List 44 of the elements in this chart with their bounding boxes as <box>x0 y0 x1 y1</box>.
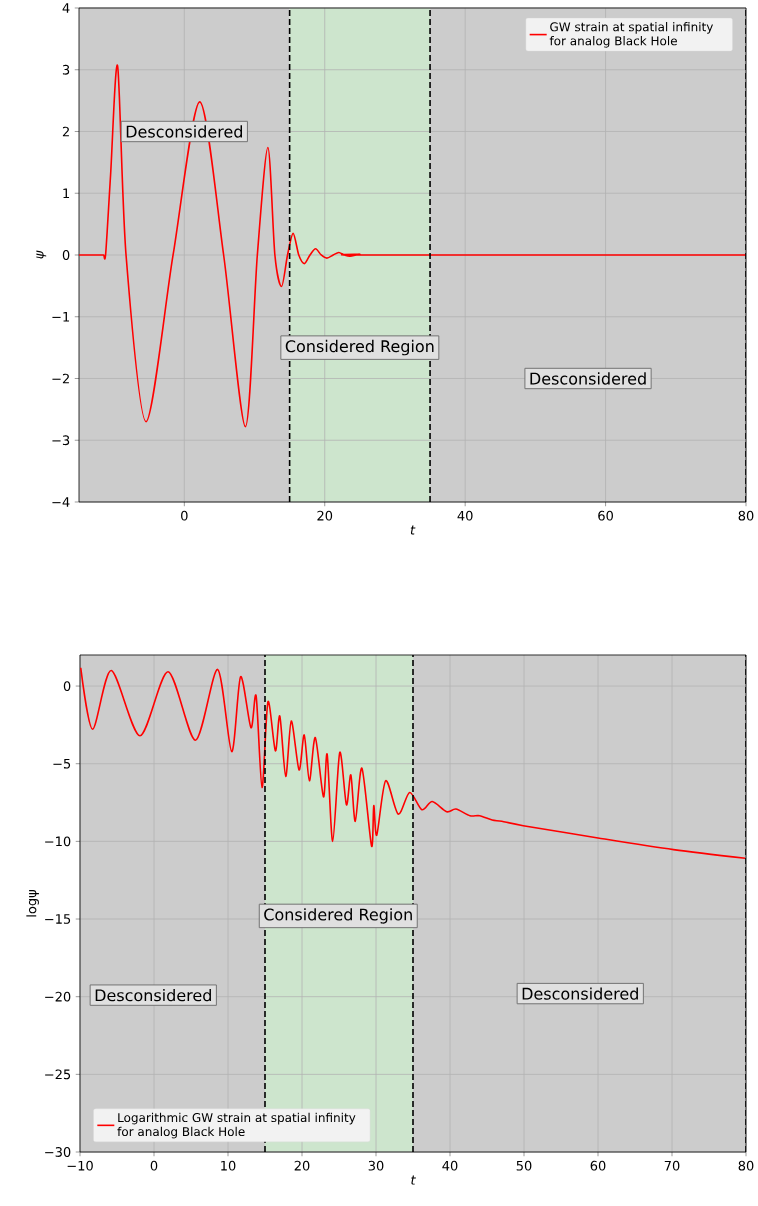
x-tick-label: 20 <box>294 1160 310 1171</box>
band-label: Desconsidered <box>95 988 211 1002</box>
y-tick-label: 0 <box>62 250 70 260</box>
y-tick-label: 3 <box>62 64 70 75</box>
y-axis-title: logψ <box>26 890 39 917</box>
y-tick-label: −5 <box>53 758 71 769</box>
x-tick-label: 40 <box>442 1160 458 1171</box>
x-tick-label: 0 <box>150 1160 158 1171</box>
y-tick-label: 4 <box>62 3 70 13</box>
x-axis-title: t <box>410 525 416 535</box>
band-label: Considered Region <box>285 339 434 356</box>
band-label: Desconsidered <box>126 125 242 138</box>
y-tick-label: 1 <box>63 188 70 198</box>
y-tick-label: −15 <box>45 914 71 924</box>
y-tick-label: −1 <box>52 311 70 322</box>
band-label: Desconsidered <box>522 987 638 1000</box>
x-tick-label: 40 <box>457 510 473 521</box>
x-tick-label: 30 <box>368 1160 384 1171</box>
x-tick-label: 50 <box>516 1160 532 1171</box>
y-tick-label: −4 <box>52 497 70 507</box>
x-tick-label: 20 <box>317 510 333 521</box>
y-tick-label: −2 <box>52 373 69 384</box>
y-tick-label: −20 <box>45 991 71 1002</box>
x-tick-label: 10 <box>221 1160 236 1171</box>
x-tick-label: 80 <box>738 510 754 521</box>
x-axis-title: t <box>411 1175 416 1185</box>
y-tick-label: −10 <box>45 836 71 847</box>
band-label: Desconsidered <box>530 372 646 385</box>
y-tick-label: 0 <box>63 681 71 691</box>
x-tick-label: 0 <box>181 510 188 521</box>
y-tick-label: 2 <box>62 126 69 137</box>
x-tick-label: 70 <box>664 1160 680 1171</box>
y-tick-label: −30 <box>45 1147 71 1157</box>
legend-label: Logarithmic GW strain at spatial infinity for analog Black Hole <box>117 1112 356 1139</box>
y-tick-label: −25 <box>45 1069 71 1080</box>
x-tick-label: 60 <box>598 510 613 521</box>
line-series <box>80 666 746 860</box>
band-label: Considered Region <box>264 908 412 924</box>
y-axis-title: ψ <box>36 250 47 259</box>
x-tick-label: 80 <box>738 1160 754 1171</box>
x-tick-label: 60 <box>590 1160 606 1171</box>
line-series <box>79 65 746 428</box>
legend-label: GW strain at spatial infinity for analog Black Hole <box>549 22 713 48</box>
y-tick-label: −3 <box>52 435 70 446</box>
